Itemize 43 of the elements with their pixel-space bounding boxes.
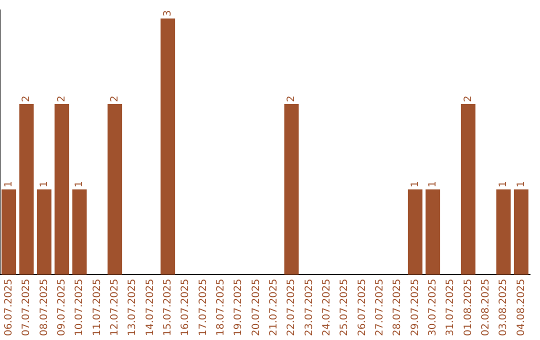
x-tick-label: 30.07.2025 xyxy=(427,278,438,336)
x-tick-label: 10.07.2025 xyxy=(74,278,86,336)
data-label: 1 xyxy=(3,180,14,188)
data-label: 2 xyxy=(286,96,298,102)
x-tick-label: 04.08.2025 xyxy=(516,278,527,336)
data-label: 1 xyxy=(410,180,421,188)
x-tick-label: 26.07.2025 xyxy=(356,278,368,336)
data-label: 2 xyxy=(462,96,474,102)
x-tick-label: 23.07.2025 xyxy=(304,278,315,336)
data-label: 2 xyxy=(56,96,68,102)
data-label: 2 xyxy=(21,96,32,102)
x-tick-label: 16.07.2025 xyxy=(180,278,192,336)
x-tick-label: 15.07.2025 xyxy=(162,278,174,336)
x-tick-label: 07.07.2025 xyxy=(21,278,32,336)
data-label: 1 xyxy=(38,180,50,188)
x-tick-label: 02.08.2025 xyxy=(480,278,492,336)
x-tick-label: 09.07.2025 xyxy=(56,278,68,336)
x-tick-label: 12.07.2025 xyxy=(109,278,120,336)
x-tick-label: 18.07.2025 xyxy=(215,278,226,336)
x-tick-label: 01.08.2025 xyxy=(462,278,474,336)
x-tick-label: 24.07.2025 xyxy=(321,278,332,336)
data-label: 1 xyxy=(498,180,510,188)
data-label: 1 xyxy=(74,180,86,188)
x-tick-label: 19.07.2025 xyxy=(233,278,244,336)
x-tick-label: 11.07.2025 xyxy=(92,278,103,336)
x-tick-label: 06.07.2025 xyxy=(3,278,14,336)
x-tick-label: 03.08.2025 xyxy=(498,278,510,336)
x-tick-label: 17.07.2025 xyxy=(198,278,209,336)
x-tick-label: 29.07.2025 xyxy=(410,278,421,336)
x-tick-label: 08.07.2025 xyxy=(38,278,50,336)
data-label: 1 xyxy=(516,180,527,188)
data-label: 2 xyxy=(109,96,120,102)
x-tick-label: 13.07.2025 xyxy=(127,278,138,336)
x-tick-label: 25.07.2025 xyxy=(339,278,350,336)
data-label: 1 xyxy=(427,180,438,188)
data-label: 3 xyxy=(162,10,174,17)
x-tick-label: 20.07.2025 xyxy=(250,278,262,336)
x-tick-label: 27.07.2025 xyxy=(374,278,386,336)
x-tick-label: 21.07.2025 xyxy=(268,278,280,336)
x-tick-label: 14.07.2025 xyxy=(144,278,156,336)
x-tick-label: 22.07.2025 xyxy=(286,278,298,336)
x-tick-label: 28.07.2025 xyxy=(392,278,404,336)
x-tick-label: 31.07.2025 xyxy=(445,278,456,336)
